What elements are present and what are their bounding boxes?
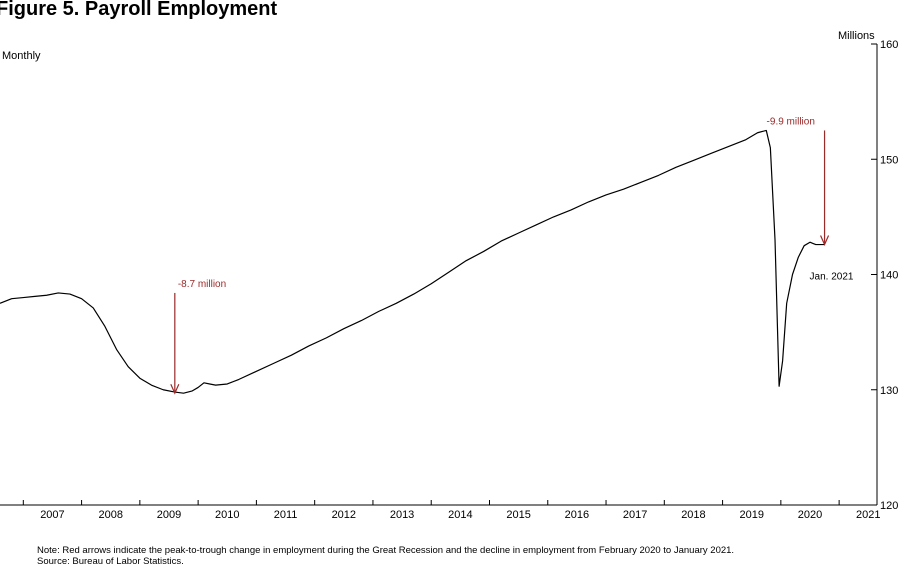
x-tick-label: 2018 xyxy=(681,509,705,521)
x-tick-label: 2011 xyxy=(274,509,298,521)
x-tick-label: 2019 xyxy=(739,509,763,521)
arrow-head xyxy=(170,383,180,395)
y-axis-label: Millions xyxy=(838,30,875,42)
chart-title: Figure 5. Payroll Employment xyxy=(0,0,278,20)
y-tick-label: 120 xyxy=(880,500,898,512)
annotation-layer: -8.7 million -9.9 million Jan. 2021 xyxy=(170,116,854,395)
x-tick-label: 2016 xyxy=(565,509,589,521)
y-tick-label: 150 xyxy=(880,154,898,166)
frequency-label: Monthly xyxy=(2,50,41,62)
arrow-head xyxy=(820,235,830,247)
x-tick-label: 2013 xyxy=(390,509,414,521)
x-tick-label: 2021 xyxy=(856,509,880,521)
x-tick-label: 2008 xyxy=(98,509,122,521)
note-text: Note: Red arrows indicate the peak-to-tr… xyxy=(37,545,735,556)
chart-note: Note: Red arrows indicate the peak-to-tr… xyxy=(37,545,734,567)
decline-label: -8.7 million xyxy=(178,279,226,290)
x-tick-label: 2015 xyxy=(506,509,530,521)
source-text: Source: Bureau of Labor Statistics. xyxy=(37,556,184,567)
x-tick-label: 2009 xyxy=(157,509,181,521)
y-tick-label: 140 xyxy=(880,270,898,282)
x-tick-label: 2014 xyxy=(448,509,472,521)
employment-line xyxy=(0,129,825,394)
x-tick-label: 2007 xyxy=(40,509,64,521)
x-tick-label: 2010 xyxy=(215,509,239,521)
decline-label: -9.9 million xyxy=(767,116,815,127)
series-layer xyxy=(0,129,825,394)
x-tick-label: 2020 xyxy=(798,509,822,521)
y-tick-label: 160 xyxy=(880,39,898,51)
x-tick-label: 2012 xyxy=(332,509,356,521)
axes: 2007 2008 2009 2010 2011 2012 2013 2014 2015 2016… xyxy=(0,39,898,521)
y-tick-label: 130 xyxy=(880,385,898,397)
date-label: Jan. 2021 xyxy=(810,272,854,283)
x-tick-label: 2017 xyxy=(623,509,647,521)
